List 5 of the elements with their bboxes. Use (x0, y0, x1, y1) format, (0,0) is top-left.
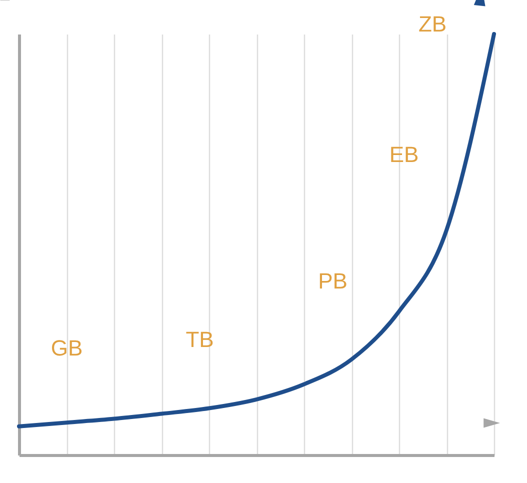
annotation: EB (389, 142, 419, 167)
annotation: ZB (418, 11, 447, 36)
annotation: PB (318, 268, 348, 294)
annotation: GB (50, 336, 83, 361)
annotation: TB (186, 327, 214, 352)
